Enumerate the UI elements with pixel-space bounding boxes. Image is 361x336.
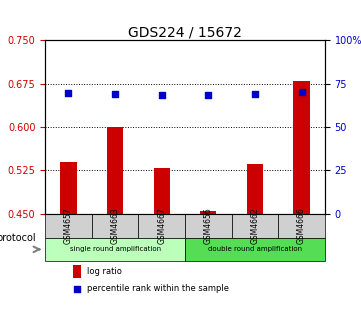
- FancyBboxPatch shape: [232, 214, 278, 238]
- FancyBboxPatch shape: [138, 214, 185, 238]
- Text: GSM4663: GSM4663: [110, 207, 119, 244]
- Point: [74, 286, 80, 291]
- Point: [252, 92, 258, 97]
- Title: GDS224 / 15672: GDS224 / 15672: [128, 25, 242, 39]
- Point: [66, 91, 71, 96]
- Text: GSM4662: GSM4662: [251, 207, 260, 244]
- Bar: [73, 265, 82, 278]
- Text: percentile rank within the sample: percentile rank within the sample: [87, 284, 229, 293]
- Text: protocol: protocol: [0, 233, 36, 243]
- Text: log ratio: log ratio: [87, 267, 122, 276]
- Point: [299, 90, 304, 95]
- FancyBboxPatch shape: [185, 214, 232, 238]
- Bar: [247, 164, 263, 214]
- Bar: [153, 168, 170, 214]
- FancyBboxPatch shape: [92, 214, 138, 238]
- Bar: [60, 162, 77, 214]
- Text: GSM4657: GSM4657: [64, 207, 73, 244]
- Text: GSM4667: GSM4667: [157, 207, 166, 244]
- Text: GSM4666: GSM4666: [297, 207, 306, 244]
- Point: [205, 92, 211, 98]
- FancyBboxPatch shape: [45, 238, 185, 261]
- Text: double round amplification: double round amplification: [208, 246, 302, 252]
- Bar: [107, 127, 123, 214]
- Point: [112, 91, 118, 97]
- FancyBboxPatch shape: [278, 214, 325, 238]
- Bar: [200, 211, 217, 214]
- FancyBboxPatch shape: [45, 214, 92, 238]
- Bar: [293, 81, 310, 214]
- Point: [159, 92, 165, 98]
- Text: GSM4656: GSM4656: [204, 207, 213, 244]
- Text: single round amplification: single round amplification: [70, 246, 161, 252]
- FancyBboxPatch shape: [185, 238, 325, 261]
